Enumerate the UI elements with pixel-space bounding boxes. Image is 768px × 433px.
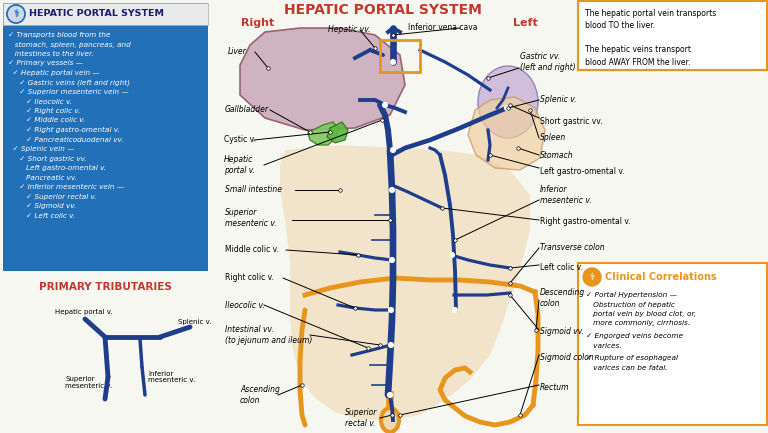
Text: ✓ Inferior mesenteric vein —: ✓ Inferior mesenteric vein — — [8, 184, 124, 190]
Text: Descending
colon: Descending colon — [540, 288, 585, 308]
Text: Liver: Liver — [228, 48, 247, 56]
Text: ✓ Primary vessels —: ✓ Primary vessels — — [8, 61, 83, 67]
Text: Ileocolic v.: Ileocolic v. — [225, 301, 265, 310]
Text: Small intestine: Small intestine — [225, 185, 282, 194]
Text: Inferior
mesenteric v.: Inferior mesenteric v. — [540, 185, 591, 205]
Text: ✓ Portal Hypertension —: ✓ Portal Hypertension — — [586, 292, 677, 298]
Text: ✓ Transports blood from the: ✓ Transports blood from the — [8, 32, 111, 38]
Text: Splenic v.: Splenic v. — [540, 96, 577, 104]
Text: Gallbladder: Gallbladder — [225, 106, 269, 114]
Text: ✓ Sigmoid vv.: ✓ Sigmoid vv. — [8, 203, 76, 209]
Text: Inferior vena cava: Inferior vena cava — [408, 23, 478, 32]
Text: varices can be fatal.: varices can be fatal. — [586, 365, 667, 371]
Text: ✓ Hepatic portal vein —: ✓ Hepatic portal vein — — [8, 70, 100, 76]
Circle shape — [388, 392, 392, 397]
Circle shape — [390, 148, 396, 152]
Text: Sigmoid colon: Sigmoid colon — [540, 353, 594, 362]
Polygon shape — [240, 28, 405, 130]
Text: ✓ Gastric veins (left and right): ✓ Gastric veins (left and right) — [8, 80, 130, 86]
Circle shape — [449, 252, 455, 258]
Text: Obstruction of hepatic: Obstruction of hepatic — [586, 301, 675, 307]
Polygon shape — [327, 122, 348, 143]
Text: PRIMARY TRIBUTARIES: PRIMARY TRIBUTARIES — [39, 282, 172, 292]
Text: Middle colic v.: Middle colic v. — [225, 246, 279, 255]
Circle shape — [382, 103, 388, 107]
Circle shape — [7, 5, 25, 23]
Circle shape — [390, 59, 396, 65]
Text: Ascending
colon: Ascending colon — [240, 385, 280, 405]
Text: Splenic v.: Splenic v. — [178, 319, 211, 325]
Text: Spleen: Spleen — [540, 133, 566, 142]
Text: The hepatic portal vein transports
blood TO the liver.

The hepatic veins transp: The hepatic portal vein transports blood… — [585, 9, 717, 67]
Text: Left: Left — [512, 18, 538, 28]
Text: Short gastric vv.: Short gastric vv. — [540, 117, 603, 126]
Text: Hepatic vv.: Hepatic vv. — [328, 26, 370, 35]
Text: ✓ Right colic v.: ✓ Right colic v. — [8, 108, 80, 114]
Text: intestines to the liver.: intestines to the liver. — [8, 51, 94, 57]
Text: Gastric vv.
(left and right): Gastric vv. (left and right) — [520, 52, 576, 72]
Text: ✓ Ileocolic v.: ✓ Ileocolic v. — [8, 98, 72, 104]
Polygon shape — [280, 145, 530, 420]
Text: ⚕: ⚕ — [13, 9, 19, 19]
Text: Hepatic portal v.: Hepatic portal v. — [55, 309, 113, 315]
Text: ⚕: ⚕ — [589, 272, 594, 282]
Text: Inferior
mesenteric v.: Inferior mesenteric v. — [148, 371, 195, 384]
Text: Left gastro-omental v.: Left gastro-omental v. — [540, 168, 624, 177]
Text: Intestinal vv.
(to jejunum and ileum): Intestinal vv. (to jejunum and ileum) — [225, 325, 313, 345]
Circle shape — [389, 307, 393, 313]
Text: Superior
rectal v.: Superior rectal v. — [345, 408, 377, 428]
Circle shape — [389, 343, 393, 348]
FancyBboxPatch shape — [578, 1, 767, 70]
Text: Cystic v.: Cystic v. — [224, 136, 256, 145]
Text: ✓ Middle colic v.: ✓ Middle colic v. — [8, 117, 85, 123]
Text: HEPATIC PORTAL SYSTEM: HEPATIC PORTAL SYSTEM — [29, 10, 164, 19]
Text: ✓ Left colic v.: ✓ Left colic v. — [8, 213, 75, 219]
Circle shape — [583, 268, 601, 286]
Text: Superior
mesenteric v.: Superior mesenteric v. — [225, 208, 276, 228]
Text: Left gastro-omental v.: Left gastro-omental v. — [8, 165, 106, 171]
Text: ✓ Engorged veins become: ✓ Engorged veins become — [586, 333, 683, 339]
Text: more commonly, cirrhosis.: more commonly, cirrhosis. — [586, 320, 690, 326]
Ellipse shape — [381, 408, 399, 432]
Text: Right gastro-omental v.: Right gastro-omental v. — [540, 217, 631, 226]
Text: Right colic v.: Right colic v. — [225, 274, 274, 282]
Text: Stomach: Stomach — [540, 151, 574, 159]
Text: ✓ Splenic vein —: ✓ Splenic vein — — [8, 146, 74, 152]
Text: Hepatic
portal v.: Hepatic portal v. — [224, 155, 255, 175]
FancyBboxPatch shape — [3, 3, 208, 271]
Circle shape — [7, 5, 25, 23]
Text: Right: Right — [241, 18, 275, 28]
Polygon shape — [468, 97, 545, 170]
Text: Sigmoid vv.: Sigmoid vv. — [540, 327, 584, 336]
Circle shape — [452, 307, 458, 313]
Text: Left colic v.: Left colic v. — [540, 264, 583, 272]
Polygon shape — [308, 122, 338, 145]
Text: Superior
mesenteric v.: Superior mesenteric v. — [65, 375, 112, 388]
Ellipse shape — [478, 66, 538, 138]
Text: varices.: varices. — [586, 343, 622, 349]
Text: Clinical Correlations: Clinical Correlations — [605, 272, 717, 282]
Circle shape — [505, 106, 509, 110]
Text: ✓ Superior rectal v.: ✓ Superior rectal v. — [8, 194, 96, 200]
Circle shape — [389, 187, 395, 193]
Text: ✓ Right gastro-omental v.: ✓ Right gastro-omental v. — [8, 127, 120, 133]
Text: Rectum: Rectum — [540, 384, 570, 392]
Text: ✓ Rupture of esophageal: ✓ Rupture of esophageal — [586, 355, 678, 361]
Text: ✓ Short gastric vv.: ✓ Short gastric vv. — [8, 155, 87, 162]
Text: HEPATIC PORTAL SYSTEM: HEPATIC PORTAL SYSTEM — [284, 3, 482, 17]
Text: Transverse colon: Transverse colon — [540, 243, 604, 252]
FancyBboxPatch shape — [3, 3, 208, 25]
Text: ⚕: ⚕ — [13, 9, 18, 19]
Text: ✓ Pancreaticoduodenal vv.: ✓ Pancreaticoduodenal vv. — [8, 136, 124, 142]
Circle shape — [389, 258, 395, 262]
Text: portal vein by blood clot, or,: portal vein by blood clot, or, — [586, 311, 697, 317]
Text: stomach, spleen, pancreas, and: stomach, spleen, pancreas, and — [8, 42, 131, 48]
Text: Pancreatic vv.: Pancreatic vv. — [8, 174, 77, 181]
Text: ✓ Superior mesenteric vein —: ✓ Superior mesenteric vein — — [8, 89, 128, 95]
FancyBboxPatch shape — [578, 263, 767, 425]
